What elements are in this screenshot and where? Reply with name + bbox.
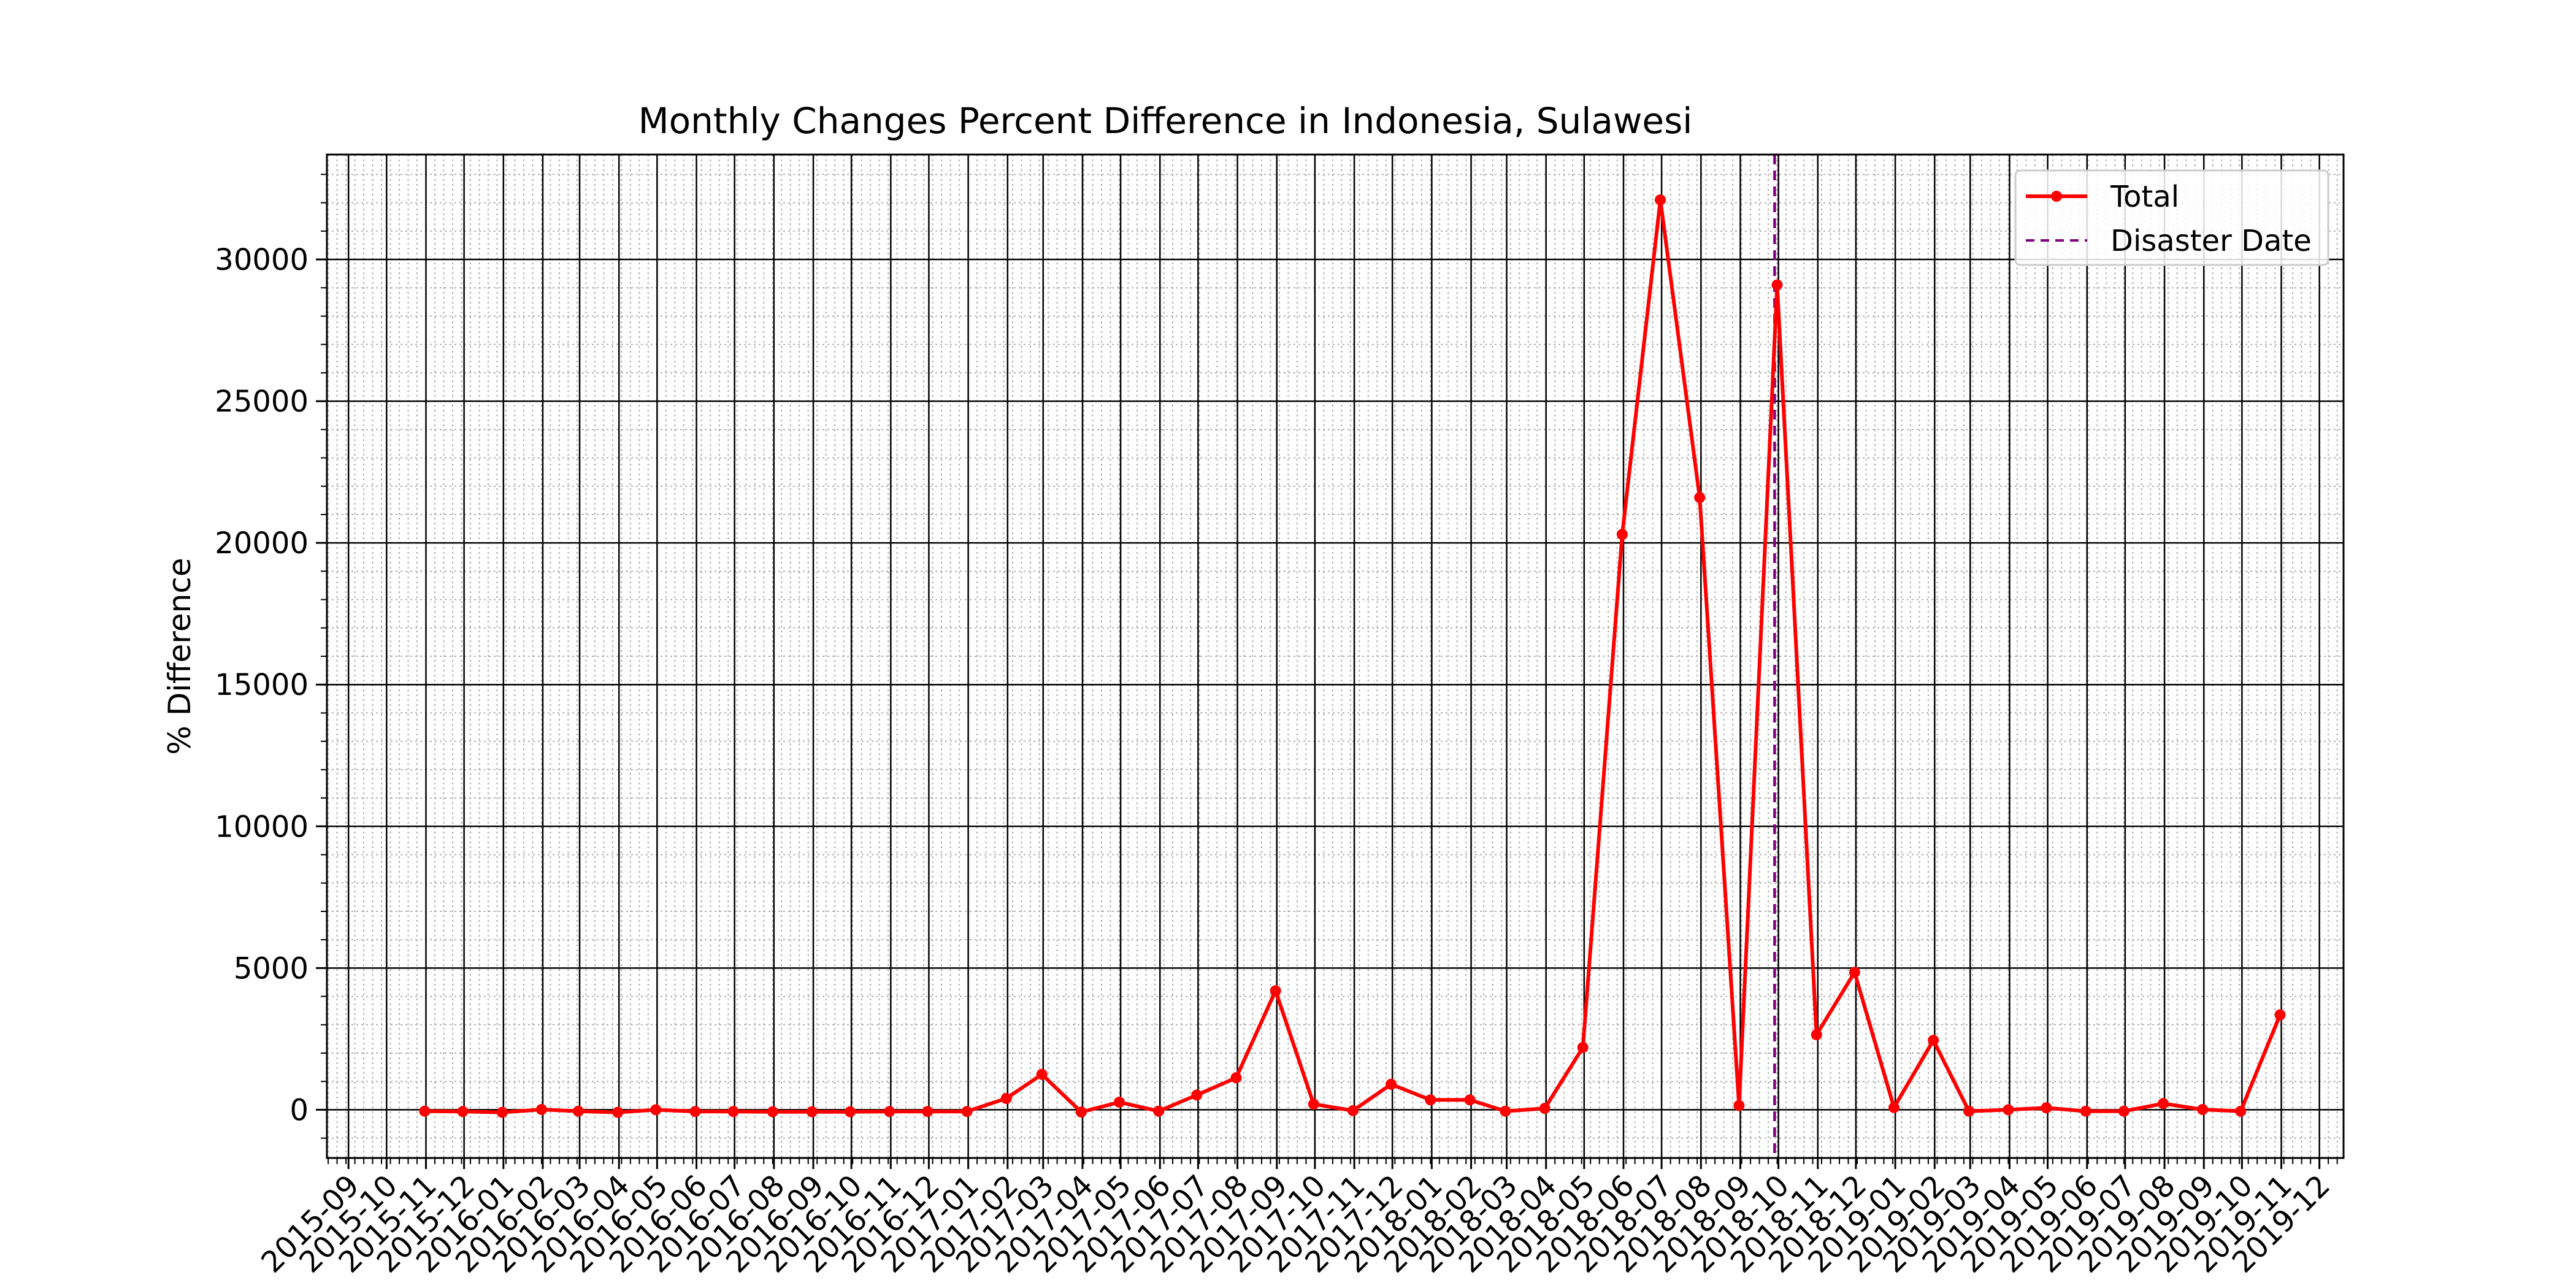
legend-total-label: Total	[2110, 180, 2179, 214]
legend-total-marker	[2051, 191, 2062, 202]
legend: Total Disaster Date	[2014, 169, 2329, 266]
data-point	[1230, 1072, 1242, 1084]
data-point	[884, 1106, 895, 1117]
data-point	[727, 1106, 739, 1117]
data-point	[2274, 1009, 2286, 1021]
data-point	[806, 1106, 818, 1117]
data-point	[1036, 1068, 1048, 1080]
data-point	[922, 1106, 933, 1117]
data-point	[1694, 492, 1706, 504]
series-layer	[419, 194, 2286, 1118]
x-axis: 2015-092015-102015-112015-122016-012016-…	[255, 1158, 2338, 1279]
data-point	[1577, 1041, 1589, 1053]
y-tick-label: 20000	[215, 526, 309, 561]
data-point	[535, 1103, 547, 1115]
data-point	[2080, 1105, 2091, 1117]
data-point	[2157, 1098, 2169, 1110]
data-point	[1928, 1035, 1939, 1046]
data-point	[1616, 529, 1628, 540]
y-tick-label: 30000	[215, 243, 309, 277]
y-tick-label: 5000	[234, 951, 309, 986]
data-point	[1464, 1094, 1476, 1106]
data-point	[845, 1106, 856, 1117]
data-point	[767, 1106, 778, 1117]
data-point	[1771, 279, 1783, 291]
data-point	[1386, 1078, 1397, 1090]
data-point	[612, 1106, 624, 1118]
y-axis-label: % Difference	[162, 558, 197, 754]
data-point	[1963, 1105, 1975, 1117]
data-point	[1270, 985, 1281, 997]
data-point	[1425, 1094, 1436, 1106]
y-tick-label: 0	[289, 1093, 309, 1127]
data-point	[961, 1106, 973, 1117]
data-point	[689, 1106, 701, 1117]
data-point	[457, 1106, 469, 1117]
data-point	[1733, 1100, 1745, 1111]
data-point	[1114, 1096, 1125, 1108]
y-tick-label: 25000	[215, 385, 309, 419]
data-point	[1308, 1098, 1319, 1110]
data-point	[1000, 1092, 1012, 1104]
data-point	[2041, 1102, 2052, 1114]
data-point	[1539, 1103, 1551, 1114]
y-tick-label: 15000	[215, 668, 309, 702]
chart-title: Monthly Changes Percent Difference in In…	[638, 100, 1693, 142]
data-point	[1655, 194, 1666, 205]
data-point	[2003, 1104, 2014, 1116]
y-tick-label: 10000	[215, 810, 309, 844]
data-point	[1347, 1105, 1359, 1116]
data-point	[1811, 1029, 1822, 1040]
data-point	[2197, 1103, 2209, 1115]
data-point	[1888, 1102, 1900, 1113]
data-point	[2235, 1105, 2247, 1117]
minor-grid	[327, 155, 2344, 1158]
data-point	[1500, 1105, 1511, 1117]
data-point	[1191, 1089, 1203, 1101]
data-point	[1849, 967, 1860, 978]
data-point	[572, 1105, 584, 1117]
legend-box	[2014, 169, 2329, 266]
data-point	[2118, 1105, 2129, 1117]
data-point	[496, 1106, 508, 1118]
data-point	[419, 1105, 431, 1117]
data-point	[650, 1104, 662, 1116]
legend-disaster-label: Disaster Date	[2110, 224, 2312, 258]
data-point	[1075, 1106, 1087, 1118]
data-point	[1153, 1105, 1165, 1117]
major-grid	[327, 155, 2344, 1158]
y-axis: 0 5000 10000 15000 20000 25000 30000	[215, 174, 327, 1139]
